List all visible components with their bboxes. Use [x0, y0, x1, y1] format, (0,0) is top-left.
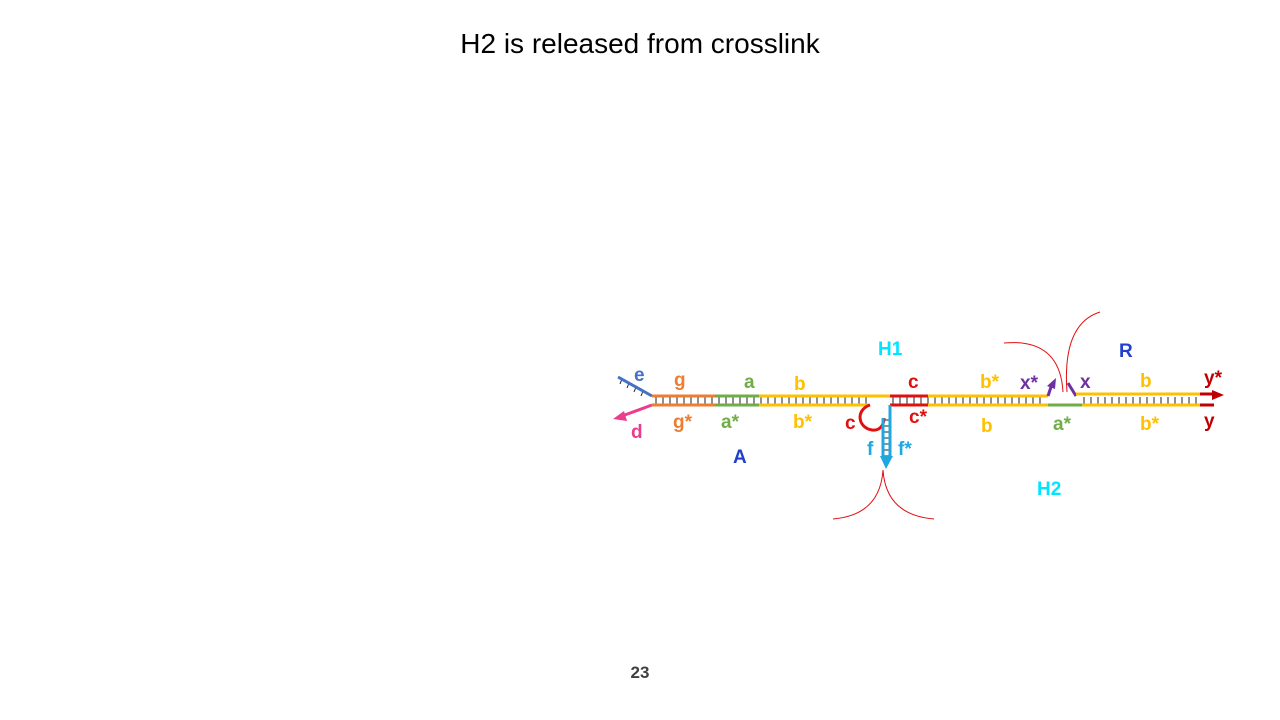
arc-crosslink-upper-left — [1003, 342, 1064, 393]
segment-c-loop — [858, 403, 886, 432]
label-g: g — [674, 370, 686, 391]
label-c-loop: c — [845, 413, 856, 434]
label-R: R — [1119, 341, 1133, 362]
label-c: c — [908, 372, 919, 393]
label-g-star: g* — [673, 412, 693, 433]
label-y-star: y* — [1204, 368, 1223, 389]
label-f: f — [867, 439, 874, 460]
label-y: y — [1204, 411, 1215, 432]
label-A: A — [733, 447, 747, 468]
strand-d — [621, 403, 653, 418]
label-b-star-3: b* — [1140, 414, 1160, 435]
slide-title: H2 is released from crosslink — [460, 28, 820, 59]
page-number: 23 — [630, 663, 650, 682]
label-b-3: b — [1140, 371, 1152, 392]
label-H2: H2 — [1037, 479, 1061, 500]
label-x: x — [1080, 372, 1091, 393]
segment-x — [1066, 382, 1078, 397]
label-b-star: b* — [793, 412, 813, 433]
strand-d-arrowhead — [613, 411, 627, 421]
label-H1: H1 — [878, 339, 903, 360]
label-x-star: x* — [1020, 373, 1039, 394]
arc-crosslink-lower-left — [832, 469, 884, 520]
segment-x-star-arrowhead — [1047, 378, 1056, 389]
arc-crosslink-upper-right — [1065, 311, 1101, 393]
arc-crosslink-lower-right — [882, 469, 935, 520]
label-b-2: b — [981, 416, 993, 437]
strand-e — [617, 375, 653, 398]
label-a-star-2: a* — [1053, 414, 1072, 435]
label-a: a — [744, 372, 755, 393]
label-f-star: f* — [898, 439, 912, 460]
label-b-star-2: b* — [980, 372, 1000, 393]
label-c-star: c* — [909, 407, 928, 428]
label-e: e — [634, 365, 645, 386]
label-b: b — [794, 374, 806, 395]
segment-f-arrowhead — [880, 456, 893, 469]
segment-y-star-arrowhead — [1212, 390, 1224, 400]
label-a-star: a* — [721, 412, 740, 433]
label-d: d — [631, 422, 643, 443]
